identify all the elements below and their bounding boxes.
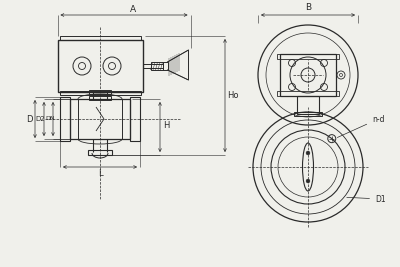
Bar — [280, 54, 336, 96]
Bar — [294, 112, 322, 116]
Bar — [60, 36, 140, 40]
Bar — [89, 90, 111, 94]
Text: L: L — [98, 170, 102, 179]
Text: B: B — [305, 3, 311, 13]
Bar — [297, 96, 319, 114]
Bar — [88, 150, 112, 155]
Text: D: D — [26, 115, 32, 124]
Bar — [130, 97, 140, 141]
Bar — [277, 54, 339, 59]
Text: DN: DN — [45, 116, 55, 121]
Bar — [89, 96, 111, 100]
Bar — [162, 62, 168, 70]
Text: n-d: n-d — [337, 115, 384, 138]
Circle shape — [306, 179, 310, 183]
Bar — [277, 91, 339, 96]
Bar — [60, 91, 140, 95]
Text: D2: D2 — [35, 116, 45, 122]
Text: H: H — [163, 121, 169, 130]
Bar — [58, 40, 142, 92]
Bar — [60, 97, 70, 141]
Bar — [150, 62, 162, 70]
Text: Ho: Ho — [227, 91, 239, 100]
Text: D1: D1 — [347, 194, 386, 203]
Circle shape — [306, 151, 310, 155]
Text: A: A — [130, 5, 136, 14]
Bar — [70, 99, 130, 139]
